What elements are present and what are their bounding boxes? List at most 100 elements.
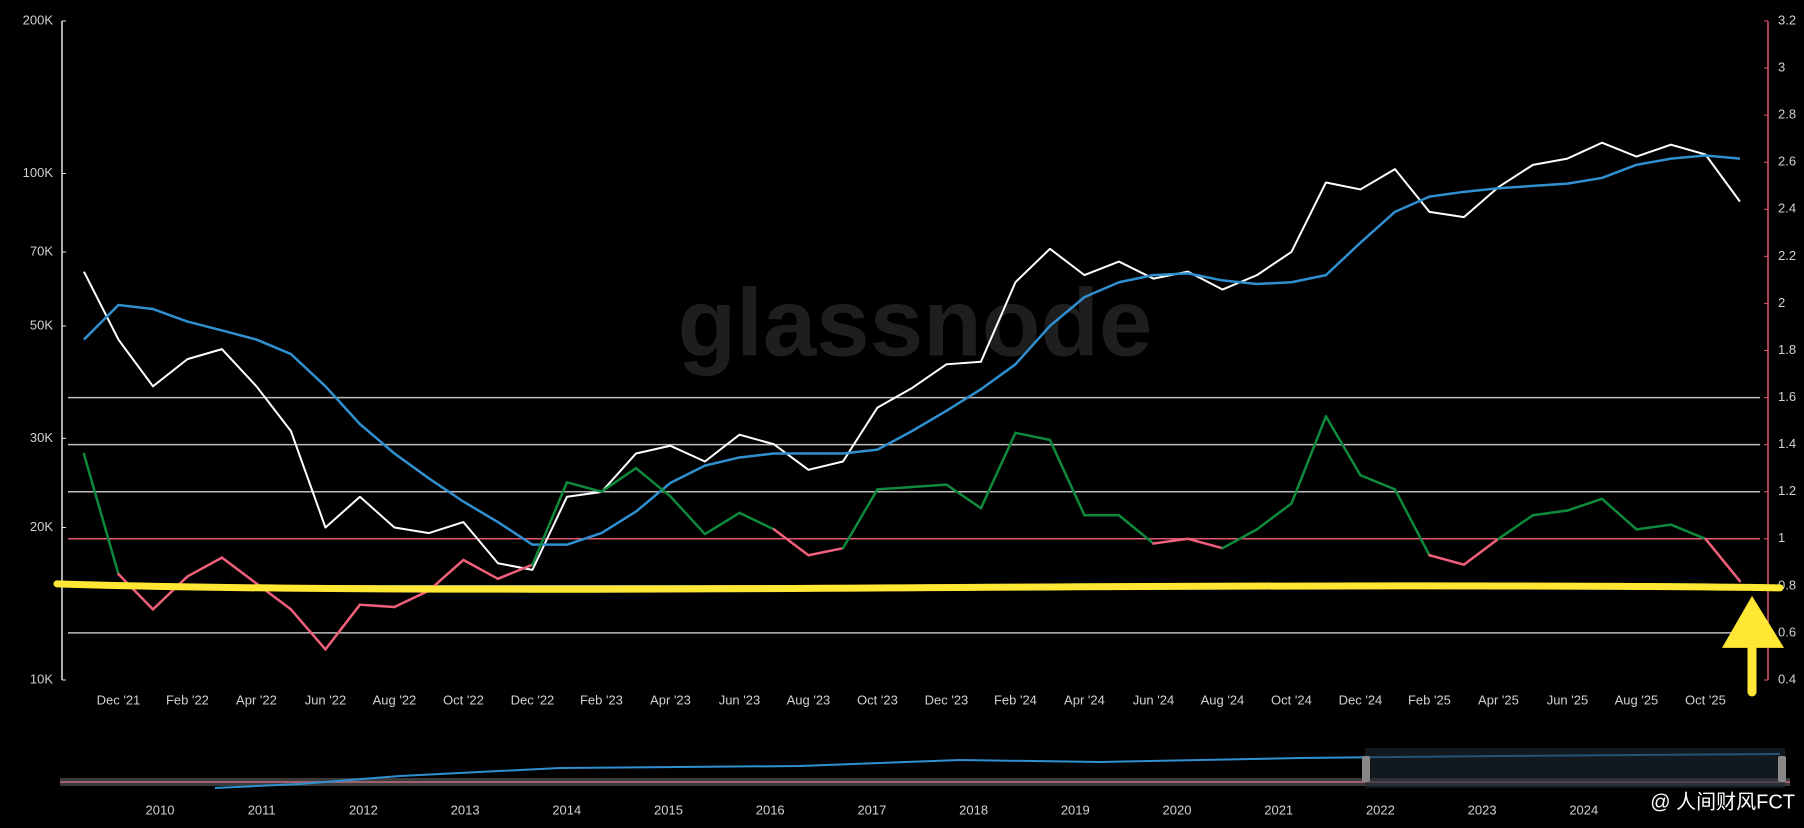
ratio-segment <box>1324 415 1362 477</box>
highlight-line <box>53 580 1784 593</box>
credit: @ 人间财风FCT <box>1650 790 1795 813</box>
ratio-segment <box>220 556 258 585</box>
y2-tick-label: 3 <box>1778 60 1785 75</box>
x-tick-label: Aug '25 <box>1615 692 1659 707</box>
ratio-segment <box>186 556 224 578</box>
y2-tick-label: 1.4 <box>1778 436 1796 451</box>
x-tick-label: Dec '21 <box>97 692 141 707</box>
ratio-segment <box>1497 514 1535 541</box>
ratio-segment <box>393 589 431 609</box>
x-tick-label: Jun '22 <box>305 692 347 707</box>
x-tick-label: Jun '25 <box>1547 692 1589 707</box>
x-tick-label: Aug '23 <box>787 692 831 707</box>
ratio-segment <box>496 563 534 581</box>
ratio-segment <box>807 546 845 557</box>
ratio-segment <box>945 483 983 510</box>
ratio-segment <box>1566 497 1604 512</box>
y2-tick-label: 1.2 <box>1778 483 1796 498</box>
ratio-segment <box>1531 509 1569 517</box>
navigator <box>60 748 1790 789</box>
y2-tick-label: 1 <box>1778 530 1785 545</box>
ratio-segment <box>841 488 879 550</box>
navigator-handle[interactable] <box>1778 756 1786 782</box>
ratio-segment <box>1704 537 1742 583</box>
ratio-segment <box>1428 554 1466 566</box>
ratio-segment <box>531 481 569 566</box>
ratio-segment <box>565 481 603 493</box>
navigator-label: 2018 <box>959 802 988 817</box>
ratio-segment <box>600 466 638 493</box>
ratio-segment <box>82 452 120 576</box>
navigator-label: 2016 <box>756 802 785 817</box>
x-tick-label: Dec '22 <box>511 692 555 707</box>
watermark: glassnode <box>678 269 1153 376</box>
price-line <box>83 141 1741 571</box>
x-tick-label: Dec '24 <box>1339 692 1383 707</box>
ratio-segment <box>1186 537 1224 550</box>
x-tick-label: Oct '22 <box>443 692 484 707</box>
navigator-label: 2023 <box>1468 802 1497 817</box>
y2-tick-label: 2.2 <box>1778 248 1796 263</box>
navigator-label: 2024 <box>1569 802 1598 817</box>
arrow-head <box>1722 595 1784 648</box>
y-tick-label: 50K <box>30 317 53 332</box>
x-tick-label: Apr '24 <box>1064 692 1105 707</box>
y-tick-label: 100K <box>23 165 54 180</box>
y-tick-label: 70K <box>30 243 53 258</box>
navigator-label: 2022 <box>1366 802 1395 817</box>
navigator-label: 2010 <box>146 802 175 817</box>
navigator-label: 2013 <box>451 802 480 817</box>
ratio-segment <box>1669 523 1707 541</box>
y-tick-label: 200K <box>23 12 54 27</box>
x-tick-label: Feb '23 <box>580 692 623 707</box>
navigator-window[interactable] <box>1365 748 1785 788</box>
ratio-segment <box>117 572 155 611</box>
x-tick-label: Feb '25 <box>1408 692 1451 707</box>
ratio-segment <box>1255 502 1293 531</box>
ratio-segment <box>427 558 465 592</box>
x-tick-label: Oct '25 <box>1685 692 1726 707</box>
navigator-labels: 2010 2011 2012 2013 2014 2015 2016 2017 2018 2019… <box>146 802 1599 817</box>
y2-tick-label: 2 <box>1778 295 1785 310</box>
y-tick-label: 10K <box>30 671 53 686</box>
ratio-segment <box>669 495 707 536</box>
moving-average-line <box>83 154 1741 546</box>
y2-tick-label: 2.8 <box>1778 107 1796 122</box>
navigator-label: 2019 <box>1061 802 1090 817</box>
ratio-segment <box>324 603 362 651</box>
ratio-segment <box>1462 537 1500 566</box>
ratio-segment <box>703 511 741 536</box>
x-tick-label: Aug '22 <box>373 692 417 707</box>
ratio-segment <box>634 466 672 498</box>
ratio-segment <box>876 485 914 491</box>
ratio-segment <box>1393 488 1431 557</box>
y2-tick-label: 0.6 <box>1778 624 1796 639</box>
ratio-segment <box>1359 473 1397 491</box>
navigator-label: 2015 <box>654 802 683 817</box>
navigator-label: 2021 <box>1264 802 1293 817</box>
ratio-segment <box>979 431 1017 510</box>
navigator-label: 2011 <box>248 802 276 817</box>
navigator-label: 2014 <box>552 802 581 817</box>
y2-tick-label: 3.2 <box>1778 12 1796 27</box>
ratio-segment <box>1048 438 1086 517</box>
ratio-segment <box>1600 497 1638 531</box>
x-tick-label: Feb '24 <box>994 692 1037 707</box>
y2-tick-label: 1.6 <box>1778 389 1796 404</box>
ratio-segment <box>1290 415 1328 505</box>
x-tick-label: Oct '23 <box>857 692 898 707</box>
ratio-segment <box>289 608 327 651</box>
ratio-segment <box>1635 523 1673 531</box>
x-tick-label: Aug '24 <box>1201 692 1245 707</box>
ratio-segment <box>1014 431 1052 442</box>
ratio-segment <box>772 528 810 557</box>
ratio-segment <box>1117 514 1155 545</box>
navigator-handle[interactable] <box>1362 756 1370 782</box>
ratio-segment <box>1152 537 1190 545</box>
plot: 10K20K30K50K70K100K200K0.40.60.811.21.41… <box>23 12 1796 707</box>
y2-tick-label: 2.6 <box>1778 154 1796 169</box>
y-tick-label: 30K <box>30 430 53 445</box>
ratio-segment <box>910 483 948 489</box>
navigator-label: 2017 <box>857 802 886 817</box>
